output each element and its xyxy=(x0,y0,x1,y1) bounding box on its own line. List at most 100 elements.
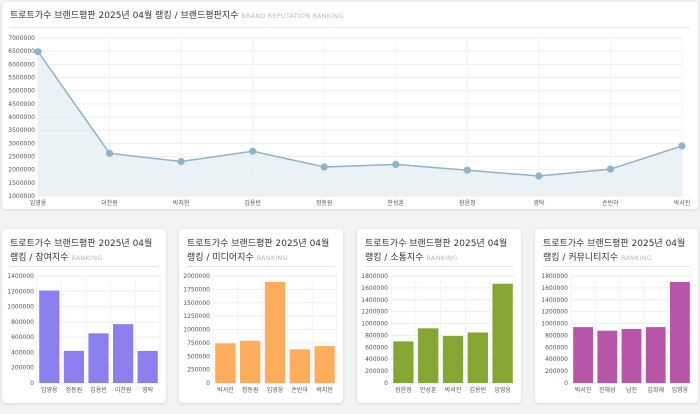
y-tick-label-7: 1400000 xyxy=(361,297,388,304)
x-tick-label-6: 장윤정 xyxy=(459,199,476,207)
y-tick-label-8: 2000000 xyxy=(183,273,210,280)
participation-title: 트로트가수 브랜드평판 2025년 04월 랭킹 / 참여지수 RANKING xyxy=(10,237,158,265)
x-tick-label-8: 손빈아 xyxy=(602,199,619,207)
data-point-9 xyxy=(678,142,686,150)
main-chart-subtitle: BRAND REPUTATION RANKING xyxy=(241,12,344,20)
y-tick-label-3: 2500000 xyxy=(8,154,35,161)
participation-subtitle: RANKING xyxy=(71,254,103,262)
y-tick-label-0: 0 xyxy=(206,380,210,387)
y-tick-label-7: 1400000 xyxy=(7,273,34,280)
x-tick-label-2: 박지현 xyxy=(173,199,190,207)
y-tick-label-8: 5000000 xyxy=(8,88,35,95)
data-point-4 xyxy=(320,163,328,171)
x-tick-label-3: 김용빈 xyxy=(244,199,261,207)
bar-0 xyxy=(215,343,236,383)
x-tick-label-4: 임영웅 xyxy=(494,386,511,394)
x-tick-label-1: 정동원 xyxy=(242,386,259,394)
y-tick-label-3: 600000 xyxy=(11,334,34,341)
y-tick-label-1: 200000 xyxy=(545,368,568,375)
y-tick-label-9: 1800000 xyxy=(361,273,388,280)
y-tick-label-4: 3000000 xyxy=(8,140,35,147)
participation-bar-chart: 0 200000 400000 600000 800000 1000000 1200000 1… xyxy=(7,273,161,394)
community-divider xyxy=(543,266,690,267)
media-title: 트로트가수 브랜드평판 2025년 04월 랭킹 / 미디어지수 RANKING xyxy=(187,237,335,265)
data-point-0 xyxy=(34,48,42,56)
x-tick-label-3: 김용빈 xyxy=(470,386,487,394)
data-point-6 xyxy=(463,166,471,174)
y-tick-label-1: 200000 xyxy=(365,368,388,375)
x-tick-label-3: 이찬원 xyxy=(115,386,132,394)
bar-0 xyxy=(39,290,60,383)
series-line xyxy=(37,51,683,177)
x-tick-label-4: 임영웅 xyxy=(672,386,689,394)
main-chart-title-text: 트로트가수 브랜드평판 2025년 04월 랭킹 / 브랜드평판지수 xyxy=(10,11,239,21)
media-divider xyxy=(187,266,335,267)
data-point-2 xyxy=(177,157,185,166)
y-tick-label-5: 3500000 xyxy=(8,127,35,134)
x-tick-label-0: 임영웅 xyxy=(30,199,47,207)
community-subtitle: RANKING xyxy=(621,254,653,262)
communication-title-text: 트로트가수 브랜드평판 2025년 04월 랭킹 / 소통지수 xyxy=(365,239,508,263)
participation-divider xyxy=(10,266,158,267)
y-tick-label-2: 400000 xyxy=(545,356,568,363)
y-tick-label-4: 800000 xyxy=(365,332,388,339)
y-tick-label-6: 4000000 xyxy=(8,114,35,121)
main-chart-divider xyxy=(10,27,690,28)
media-subtitle: RANKING xyxy=(256,254,288,262)
bar-1 xyxy=(597,330,618,383)
participation-card: 트로트가수 브랜드평판 2025년 04월 랭킹 / 참여지수 RANKING 0… xyxy=(2,229,166,403)
x-tick-label-0: 임영웅 xyxy=(41,386,58,394)
community-title-text: 트로트가수 브랜드평판 2025년 04월 랭킹 / 커뮤니티지수 xyxy=(543,239,686,263)
x-tick-label-0: 장윤정 xyxy=(395,386,412,394)
y-tick-label-6: 1200000 xyxy=(361,309,388,316)
y-tick-label-1: 1500000 xyxy=(8,180,35,187)
communication-subtitle: RANKING xyxy=(426,254,458,262)
bar-1 xyxy=(418,328,439,383)
bar-4 xyxy=(314,346,335,383)
y-tick-label-5: 1000000 xyxy=(361,321,388,328)
y-tick-label-3: 600000 xyxy=(365,344,388,351)
participation-title-text: 트로트가수 브랜드평판 2025년 04월 랭킹 / 참여지수 xyxy=(10,239,153,263)
x-tick-label-7: 영탁 xyxy=(533,199,545,207)
y-tick-label-7: 1750000 xyxy=(183,286,210,293)
data-point-3 xyxy=(249,147,257,155)
y-tick-label-3: 600000 xyxy=(545,344,568,351)
x-tick-label-9: 박서진 xyxy=(674,199,691,207)
data-point-5 xyxy=(392,160,400,168)
bar-3 xyxy=(289,349,310,383)
communication-bar-chart: 0 200000 400000 600000 800000 1000000 1200000 1… xyxy=(361,273,516,394)
y-tick-label-9: 5500000 xyxy=(8,75,35,82)
bar-0 xyxy=(573,327,594,383)
bar-2 xyxy=(621,328,642,383)
bar-1 xyxy=(240,340,261,383)
y-tick-label-2: 500000 xyxy=(187,353,210,360)
data-point-7 xyxy=(535,172,543,180)
x-tick-label-5: 안성훈 xyxy=(387,199,404,207)
y-tick-label-12: 7000000 xyxy=(8,35,35,42)
y-tick-label-0: 0 xyxy=(30,380,34,387)
bar-1 xyxy=(63,350,84,383)
y-tick-label-8: 1600000 xyxy=(361,285,388,292)
y-tick-label-7: 1400000 xyxy=(541,297,568,304)
bar-2 xyxy=(264,281,286,383)
x-tick-label-2: 임영웅 xyxy=(267,386,284,394)
bar-4 xyxy=(492,283,513,383)
communication-divider xyxy=(365,266,513,267)
data-point-8 xyxy=(606,165,615,173)
y-tick-label-0: 0 xyxy=(384,380,388,387)
x-tick-label-0: 박서진 xyxy=(217,386,234,394)
bar-4 xyxy=(669,281,690,383)
bar-2 xyxy=(442,336,464,383)
y-tick-label-1: 250000 xyxy=(187,367,210,374)
y-tick-label-10: 6000000 xyxy=(8,61,35,68)
x-tick-label-1: 이찬원 xyxy=(101,199,118,207)
y-tick-label-5: 1000000 xyxy=(7,304,34,311)
community-card: 트로트가수 브랜드평판 2025년 04월 랭킹 / 커뮤니티지수 RANKING… xyxy=(535,229,698,403)
x-tick-label-3: 김희재 xyxy=(647,386,664,394)
y-tick-label-1: 200000 xyxy=(11,365,34,372)
y-tick-label-11: 6500000 xyxy=(8,48,35,55)
y-tick-label-4: 1000000 xyxy=(183,327,210,334)
media-card: 트로트가수 브랜드평판 2025년 04월 랭킹 / 미디어지수 RANKING … xyxy=(179,229,343,403)
y-tick-label-2: 2000000 xyxy=(8,167,35,174)
x-tick-label-0: 박서진 xyxy=(575,386,592,394)
